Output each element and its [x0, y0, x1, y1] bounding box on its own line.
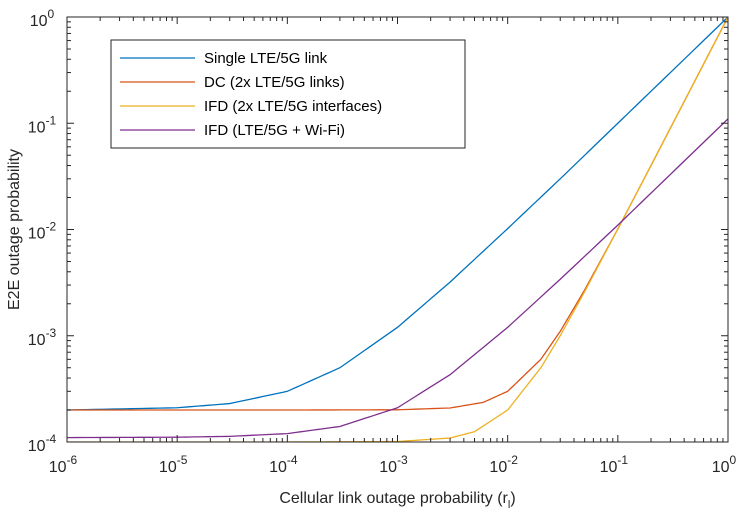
x-tick-label-exponent: -1	[617, 453, 628, 467]
y-tick-label-base: 10	[28, 226, 46, 243]
x-tick-label-base: 10	[49, 459, 67, 476]
x-axis-label-suffix: )	[510, 490, 515, 507]
x-tick-label-base: 10	[269, 459, 287, 476]
y-tick-label-base: 10	[30, 13, 48, 30]
x-tick-label-base: 10	[489, 459, 507, 476]
axis-ticks	[66, 16, 729, 443]
y-tick-label: 10-2	[28, 220, 57, 243]
x-tick-label-base: 10	[379, 459, 397, 476]
x-tick-label-exponent: -4	[287, 453, 298, 467]
x-tick-label-exponent: -2	[507, 453, 518, 467]
legend-entry-label: IFD (2x LTE/5G interfaces)	[204, 98, 382, 115]
axis-tick-labels: 10-6 10-5 10-4 10-3 10-2 10-1 10010-410-310-21…	[28, 7, 737, 476]
x-tick-label-base: 10	[712, 459, 730, 476]
y-tick-label: 10-4	[28, 432, 57, 455]
y-tick-label-base: 10	[28, 332, 46, 349]
y-tick-label-exponent: 0	[48, 7, 55, 21]
x-tick-label: 10-4	[269, 453, 298, 476]
x-axis-label-subscript: l	[508, 499, 510, 511]
y-tick-label: 10-3	[28, 326, 57, 349]
x-tick-label-base: 10	[600, 459, 618, 476]
x-tick-label-exponent: -3	[397, 453, 408, 467]
x-tick-label: 100	[712, 453, 737, 476]
y-tick-label-base: 10	[28, 119, 46, 136]
x-tick-label: 10-5	[159, 453, 188, 476]
series-line-4	[67, 118, 728, 439]
series-line-3	[67, 17, 728, 442]
x-axis-label-main: Cellular link outage probability (r	[279, 490, 508, 507]
y-tick-label-exponent: -1	[46, 113, 57, 127]
y-tick-label: 100	[30, 7, 55, 30]
x-tick-label-exponent: 0	[730, 453, 737, 467]
y-axis-label: E2E outage probability	[6, 149, 23, 310]
y-tick-label: 10-1	[28, 113, 57, 136]
x-tick-label: 10-6	[49, 453, 78, 476]
x-tick-label-exponent: -6	[67, 453, 78, 467]
y-tick-label-exponent: -3	[46, 326, 57, 340]
legend-entry-label: Single LTE/5G link	[204, 50, 328, 67]
y-tick-label-base: 10	[28, 438, 46, 455]
x-tick-label: 10-3	[379, 453, 408, 476]
series-line-1	[67, 17, 728, 411]
y-tick-label-exponent: -2	[46, 220, 57, 234]
x-tick-label-exponent: -5	[177, 453, 188, 467]
legend: Single LTE/5G link DC (2x LTE/5G links) IF…	[110, 39, 466, 149]
legend-entry-label: DC (2x LTE/5G links)	[204, 74, 345, 91]
x-tick-label: 10-1	[600, 453, 629, 476]
x-tick-label-base: 10	[159, 459, 177, 476]
x-axis-label: Cellular link outage probability (rl)	[279, 490, 515, 511]
x-tick-label: 10-2	[489, 453, 518, 476]
series-lines	[67, 17, 728, 442]
y-tick-label-exponent: -4	[46, 432, 57, 446]
legend-entry-label: IFD (LTE/5G + Wi-Fi)	[204, 122, 345, 139]
